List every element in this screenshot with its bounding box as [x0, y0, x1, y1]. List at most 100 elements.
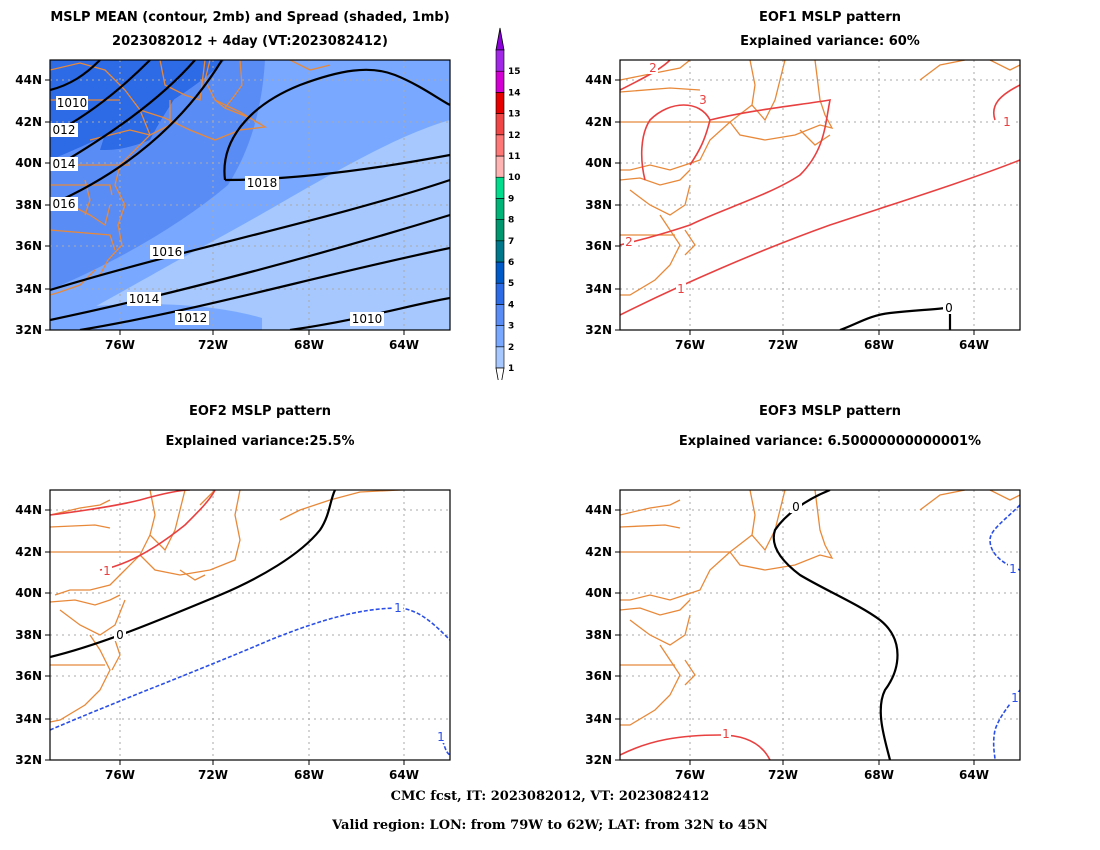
coastline-map — [50, 490, 417, 723]
lon-label: 72W — [768, 338, 798, 352]
colorbar-label: 7 — [508, 237, 514, 247]
contour-label: 016 — [53, 197, 76, 211]
lat-label: 32N — [15, 323, 42, 337]
mean-map-frame — [49, 59, 451, 331]
colorbar-bottom-arrow — [495, 367, 505, 380]
eof1-ticks — [615, 79, 975, 335]
colorbar-top-arrow — [495, 27, 505, 51]
lon-label: 76W — [675, 768, 705, 782]
eof2-ticks — [45, 509, 405, 765]
lon-label: 68W — [864, 768, 894, 782]
colorbar-label: 14 — [508, 88, 521, 98]
lon-label: 64W — [389, 338, 419, 352]
lat-label: 44N — [585, 503, 612, 517]
lat-label: 32N — [585, 323, 612, 337]
eof3-map-frame — [619, 489, 1021, 761]
lat-label: 34N — [15, 712, 42, 726]
colorbar-swatch — [495, 92, 505, 114]
contour-label: 1018 — [247, 176, 278, 190]
eof3-lon-labels: 76W 72W 68W 64W — [675, 768, 989, 782]
colorbar-swatch — [495, 49, 505, 72]
lat-label: 40N — [15, 586, 42, 600]
lat-label: 40N — [585, 156, 612, 170]
lat-label: 40N — [15, 156, 42, 170]
eof2-lat-labels: 44N 42N 40N 38N 36N 34N 32N — [15, 503, 42, 767]
colorbar-swatch — [495, 70, 505, 93]
colorbar-label: 9 — [508, 194, 514, 204]
lat-label: 40N — [585, 586, 612, 600]
contour-label: 1 — [722, 727, 730, 741]
mean-lat-labels: 44N 42N 40N 38N 36N 34N 32N — [15, 73, 42, 337]
contour-label: 1 — [1009, 562, 1017, 576]
eof2-map-frame — [49, 489, 451, 761]
eof1-lat-labels: 44N 42N 40N 38N 36N 34N 32N — [585, 73, 612, 337]
eof1-map-panel: 2 3 2 1 1 0 44N 42N 40N 38N 36N 34N 32N … — [585, 59, 1021, 352]
footer-valid-region: Valid region: LON: from 79W to 62W; LAT:… — [332, 818, 768, 833]
eof2-contour-labels: 1 0 1 1 — [102, 564, 446, 744]
eof3-contour-labels: 0 1 1 1 — [721, 500, 1020, 741]
lat-label: 44N — [15, 73, 42, 87]
colorbar-swatch — [495, 155, 505, 178]
lat-label: 42N — [585, 545, 612, 559]
colorbar-label: 10 — [508, 173, 521, 183]
eof3-ticks — [615, 509, 975, 765]
coastline-map — [620, 60, 1020, 296]
mean-subtitle: 2023082012 + 4day (VT:2023082412) — [112, 34, 388, 49]
eof2-lon-labels: 76W 72W 68W 64W — [105, 768, 419, 782]
eof2-map-panel: 1 0 1 1 44N 42N 40N 38N 36N 34N 32N 76W … — [15, 489, 451, 782]
colorbar-swatch — [495, 304, 505, 326]
lat-label: 38N — [585, 198, 612, 212]
eof2-subtitle: Explained variance:25.5% — [165, 434, 355, 449]
colorbar-swatch — [495, 261, 505, 284]
contour-label: 0 — [116, 628, 124, 642]
lat-label: 32N — [585, 753, 612, 767]
contour-label: 1 — [437, 730, 445, 744]
lon-label: 68W — [294, 768, 324, 782]
contour-label: 1 — [394, 601, 402, 615]
lat-label: 34N — [585, 712, 612, 726]
eof3-subtitle: Explained variance: 6.50000000000001% — [678, 434, 982, 449]
colorbar-label: 12 — [508, 131, 521, 141]
lat-label: 44N — [15, 503, 42, 517]
lat-label: 38N — [15, 198, 42, 212]
colorbar-label: 13 — [508, 110, 521, 120]
contour-label: 012 — [53, 123, 76, 137]
contour-label: 0 — [792, 500, 800, 514]
eof3-lat-labels: 44N 42N 40N 38N 36N 34N 32N — [585, 503, 612, 767]
colorbar-swatch — [495, 240, 505, 263]
lat-label: 42N — [15, 115, 42, 129]
colorbar-label: 2 — [508, 343, 514, 353]
colorbar-label: 4 — [508, 300, 514, 310]
colorbar-label: 11 — [508, 152, 521, 162]
contour-label: 1014 — [129, 292, 160, 306]
contour-label: 014 — [53, 157, 76, 171]
lon-label: 72W — [768, 768, 798, 782]
lat-label: 38N — [585, 628, 612, 642]
lat-label: 36N — [585, 239, 612, 253]
coastline-map — [620, 490, 1020, 726]
contour-label: 0 — [945, 301, 953, 315]
eof1-map-frame — [619, 59, 1021, 331]
mean-contour-labels: 1010 012 014 016 1018 1016 1014 1012 101… — [50, 96, 384, 326]
lon-label: 76W — [105, 768, 135, 782]
colorbar-label: 5 — [508, 279, 514, 289]
contour-label: 2 — [625, 235, 633, 249]
colorbar-swatch — [495, 325, 505, 348]
mean-title: MSLP MEAN (contour, 2mb) and Spread (sha… — [50, 10, 450, 25]
lon-label: 64W — [959, 338, 989, 352]
eof1-contour-labels: 2 3 2 1 1 0 — [624, 61, 1012, 315]
lat-label: 34N — [585, 282, 612, 296]
colorbar-swatch — [495, 134, 505, 157]
eof-contours — [50, 490, 450, 756]
contour-label: 1 — [1011, 691, 1019, 705]
colorbar-label: 15 — [508, 67, 521, 77]
lat-label: 34N — [15, 282, 42, 296]
footer-forecast-info: CMC fcst, IT: 2023082012, VT: 2023082412 — [390, 789, 710, 804]
eof1-lon-labels: 76W 72W 68W 64W — [675, 338, 989, 352]
lat-label: 44N — [585, 73, 612, 87]
eof1-title: EOF1 MSLP pattern — [758, 10, 901, 25]
colorbar-label: 1 — [508, 364, 514, 374]
contour-label: 1010 — [352, 312, 383, 326]
mean-ticks — [45, 79, 405, 335]
contour-label: 1 — [103, 564, 111, 578]
